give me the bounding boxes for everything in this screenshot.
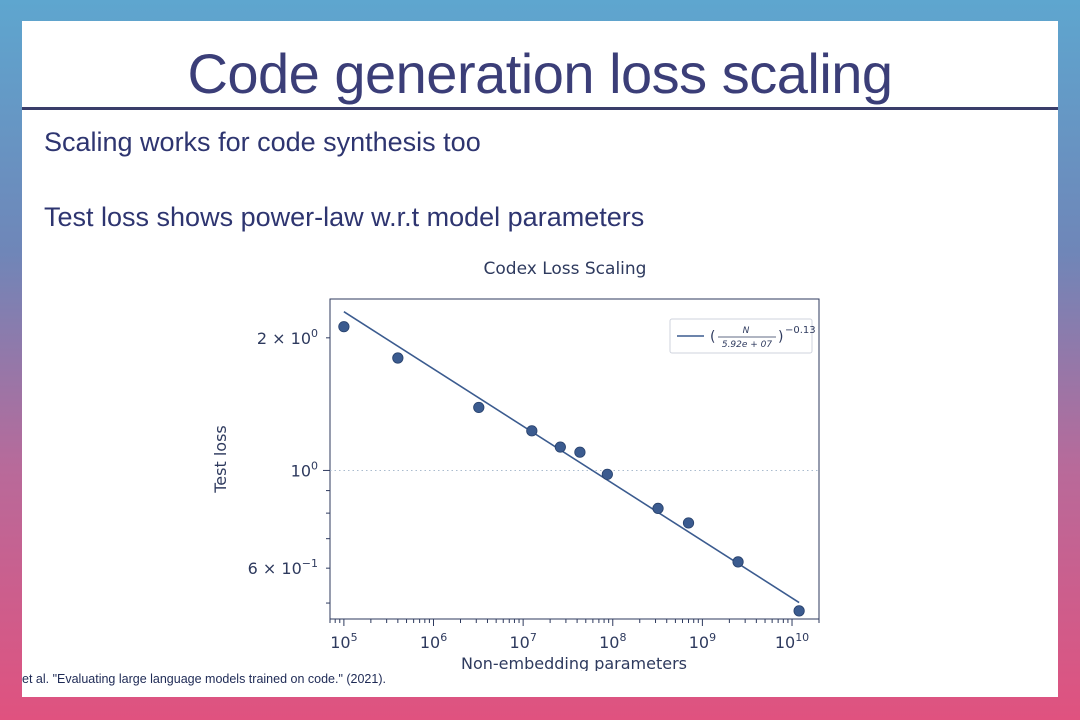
data-point xyxy=(473,401,485,414)
legend-fraction-num: N xyxy=(743,326,750,336)
legend-paren-close: ) xyxy=(778,329,783,345)
data-point xyxy=(682,517,695,529)
data-point xyxy=(732,556,744,568)
x-tick-label: 106 xyxy=(420,631,447,652)
data-point xyxy=(652,502,664,515)
slide: Code generation loss scaling Scaling wor… xyxy=(22,21,1058,697)
y-axis-label: Test loss xyxy=(211,425,230,494)
x-tick-label: 107 xyxy=(509,631,536,652)
x-tick-label: 105 xyxy=(330,631,357,652)
x-tick-label: 108 xyxy=(599,631,626,652)
bullet-power-law: Test loss shows power-law w.r.t model pa… xyxy=(44,202,645,232)
x-tick-label: 109 xyxy=(689,631,716,652)
data-point xyxy=(554,441,566,453)
legend-paren-open: ( xyxy=(710,329,715,345)
legend-fraction-den: 5.92e + 07 xyxy=(722,340,773,350)
x-axis-label: Non-embedding parameters xyxy=(461,654,687,671)
bullet-scaling: Scaling works for code synthesis too xyxy=(44,127,481,157)
data-point xyxy=(392,352,404,364)
data-point xyxy=(793,605,805,617)
citation: et al. "Evaluating large language models… xyxy=(22,672,386,686)
slide-title: Code generation loss scaling xyxy=(187,42,893,105)
data-point xyxy=(601,468,613,480)
legend: ( N 5.92e + 07 ) −0.13 xyxy=(669,318,816,354)
title-divider xyxy=(22,107,1058,110)
y-tick-label: 6 × 10−1 xyxy=(248,557,318,578)
data-point xyxy=(574,446,586,458)
fit-line xyxy=(343,310,800,604)
points-layer xyxy=(338,321,805,617)
ticks-layer: 105 106 107 108 109 1010 2 × 100 100 6 × 10−1 xyxy=(248,327,820,652)
plot-frame xyxy=(329,298,820,620)
x-tick-label: 1010 xyxy=(775,631,809,652)
y-tick-label: 100 xyxy=(291,459,318,480)
codex-loss-chart: Codex Loss Scaling 105 106 107 108 109 1010 2 … xyxy=(211,259,820,671)
data-point xyxy=(338,321,350,333)
fit-layer xyxy=(343,310,800,604)
legend-box xyxy=(669,318,813,354)
legend-exponent: −0.13 xyxy=(785,325,816,336)
chart-title: Codex Loss Scaling xyxy=(484,259,647,279)
y-tick-label: 2 × 100 xyxy=(257,327,318,348)
data-point xyxy=(526,425,538,437)
